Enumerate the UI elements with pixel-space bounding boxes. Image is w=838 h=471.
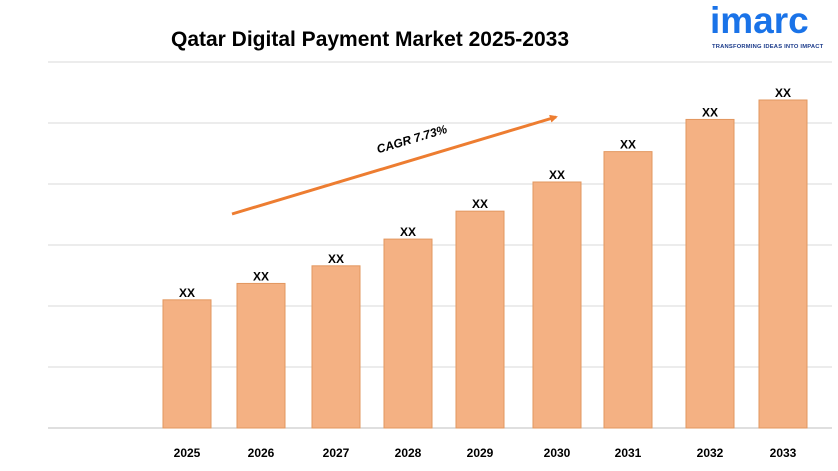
data-label-2026: XX xyxy=(253,269,269,283)
data-label-2033: XX xyxy=(775,86,791,100)
data-label-2029: XX xyxy=(472,197,488,211)
bar-2031 xyxy=(603,151,653,429)
bar-2025 xyxy=(162,299,212,429)
x-tick-label-2028: 2028 xyxy=(395,446,422,460)
bar-2030 xyxy=(532,181,582,429)
x-tick-label-2026: 2026 xyxy=(248,446,275,460)
data-label-2028: XX xyxy=(400,225,416,239)
data-label-2031: XX xyxy=(620,138,636,152)
x-tick-label-2029: 2029 xyxy=(467,446,494,460)
x-tick-label-2032: 2032 xyxy=(697,446,724,460)
bar-2029 xyxy=(455,210,505,429)
x-tick-label-2027: 2027 xyxy=(323,446,350,460)
x-tick-label-2025: 2025 xyxy=(174,446,201,460)
bar-2033 xyxy=(758,99,808,429)
bar-2028 xyxy=(383,238,433,429)
data-label-2030: XX xyxy=(549,168,565,182)
imarc-logo: imarc TRANSFORMING IDEAS INTO IMPACT xyxy=(708,0,834,54)
chart-title: Qatar Digital Payment Market 2025-2033 xyxy=(170,28,570,51)
cagr-arrow xyxy=(231,114,558,216)
bar-2032 xyxy=(685,118,735,429)
bar-2026 xyxy=(236,282,286,429)
x-tick-label-2030: 2030 xyxy=(544,446,571,460)
data-label-2032: XX xyxy=(702,105,718,119)
bar-2027 xyxy=(311,265,361,429)
x-tick-label-2033: 2033 xyxy=(770,446,797,460)
logo-tagline: TRANSFORMING IDEAS INTO IMPACT xyxy=(712,44,824,50)
data-label-2027: XX xyxy=(328,252,344,266)
data-label-2025: XX xyxy=(179,286,195,300)
x-tick-label-2031: 2031 xyxy=(615,446,642,460)
logo-wordmark: imarc xyxy=(710,0,809,41)
